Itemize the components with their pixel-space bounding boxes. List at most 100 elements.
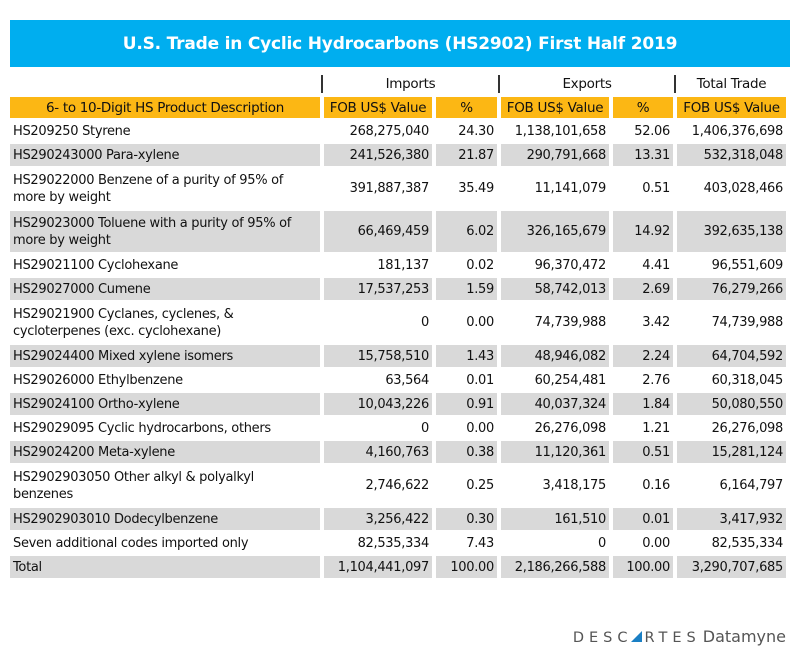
cell-imports-pct: 7.43	[466, 535, 494, 551]
cell-total-value: 392,635,138	[677, 211, 786, 252]
cell-description: HS29026000 Ethylbenzene	[13, 372, 183, 388]
cell-total-value: 15,281,124	[677, 441, 786, 463]
group-total-trade: Total Trade	[674, 73, 786, 95]
cell-exports-value: 11,120,361	[501, 441, 609, 463]
cell-exports-value: 60,254,481	[534, 372, 607, 388]
table-row: HS29021900 Cyclanes, cyclenes, & cyclote…	[10, 302, 786, 343]
cell-total-value: 3,417,932	[677, 508, 786, 530]
table-row: HS29021100 Cyclohexane 181,137 0.02 96,370,…	[10, 254, 786, 276]
table-row: HS2902903010 Dodecylbenzene 3,256,422 0.30…	[10, 508, 786, 530]
trade-table: Imports Exports Total Trade 6- to 10-Dig…	[6, 71, 790, 580]
cell-description: HS29021100 Cyclohexane	[13, 257, 179, 273]
table-row: HS29024400 Mixed xylene isomers 15,758,51…	[10, 345, 786, 367]
cell-exports-pct: 3.42	[642, 315, 670, 330]
cell-imports-value: 1,104,441,097	[324, 556, 432, 578]
cell-description: HS29024100 Ortho-xylene	[10, 393, 320, 415]
table-row: HS29024200 Meta-xylene 4,160,763 0.38 11,12…	[10, 441, 786, 463]
col-exports-value: FOB US$ Value	[501, 97, 609, 118]
cell-imports-value: 3,256,422	[324, 508, 432, 530]
cell-imports-value: 391,887,387	[349, 181, 430, 196]
cell-total-value: 532,318,048	[677, 144, 786, 166]
cell-imports-value: 17,537,253	[324, 278, 432, 300]
column-header-row: 6- to 10-Digit HS Product Description FO…	[10, 97, 786, 118]
cell-exports-value: 26,276,098	[534, 420, 607, 436]
cell-imports-pct: 0.30	[436, 508, 497, 530]
col-imports-value: FOB US$ Value	[324, 97, 432, 118]
cell-exports-pct: 0.16	[642, 478, 670, 493]
group-header-row: Imports Exports Total Trade	[10, 73, 786, 95]
cell-exports-pct: 0.00	[642, 535, 670, 551]
cell-description: HS29021900 Cyclanes, cyclenes, & cyclote…	[13, 306, 234, 339]
cell-imports-value: 66,469,459	[324, 211, 432, 252]
cell-imports-pct: 0.02	[466, 257, 494, 273]
group-imports: Imports	[321, 73, 497, 95]
cell-imports-value: 82,535,334	[357, 535, 430, 551]
group-exports: Exports	[498, 73, 673, 95]
cell-imports-pct: 0.38	[436, 441, 497, 463]
cell-description: Total	[10, 556, 320, 578]
cell-total-value: 1,406,376,698	[691, 123, 784, 139]
cell-description: HS29027000 Cumene	[10, 278, 320, 300]
col-description: 6- to 10-Digit HS Product Description	[10, 97, 320, 118]
table-row: HS29026000 Ethylbenzene 63,564 0.01 60,254,…	[10, 369, 786, 391]
cell-exports-value: 290,791,668	[501, 144, 609, 166]
cell-exports-value: 161,510	[501, 508, 609, 530]
cell-total-value: 82,535,334	[711, 535, 784, 551]
cell-total-value: 403,028,466	[703, 181, 784, 196]
cell-exports-pct: 2.76	[642, 372, 670, 388]
total-row: Total 1,104,441,097 100.00 2,186,266,588 100…	[10, 556, 786, 578]
cell-imports-pct: 35.49	[458, 181, 494, 196]
cell-imports-value: 63,564	[385, 372, 429, 388]
table-row: HS29029095 Cyclic hydrocarbons, others 0 0…	[10, 417, 786, 439]
cell-imports-pct: 100.00	[436, 556, 497, 578]
cell-imports-value: 15,758,510	[324, 345, 432, 367]
cell-exports-pct: 0.51	[642, 181, 670, 196]
cell-imports-pct: 6.02	[436, 211, 497, 252]
table-row: HS209250 Styrene 268,275,040 24.30 1,138,10…	[10, 120, 786, 142]
cell-description: HS209250 Styrene	[13, 123, 131, 139]
logo-triangle-icon	[630, 631, 642, 642]
cell-description: HS290243000 Para-xylene	[10, 144, 320, 166]
descartes-datamyne-logo: DESC RTES Datamyne	[573, 627, 786, 646]
cell-total-value: 64,704,592	[677, 345, 786, 367]
cell-imports-pct: 0.91	[436, 393, 497, 415]
logo-brand-right: RTES	[644, 630, 701, 646]
cell-total-value: 6,164,797	[719, 478, 784, 493]
cell-exports-pct: 14.92	[613, 211, 673, 252]
cell-exports-pct: 4.41	[642, 257, 670, 273]
cell-imports-pct: 24.30	[458, 123, 494, 139]
cell-imports-value: 268,275,040	[349, 123, 430, 139]
cell-exports-value: 11,141,079	[534, 181, 607, 196]
cell-exports-value: 96,370,472	[534, 257, 607, 273]
cell-exports-pct: 52.06	[634, 123, 670, 139]
cell-exports-value: 2,186,266,588	[501, 556, 609, 578]
cell-imports-pct: 0.01	[466, 372, 494, 388]
cell-imports-value: 241,526,380	[324, 144, 432, 166]
cell-total-value: 26,276,098	[711, 420, 784, 436]
group-empty	[10, 73, 320, 95]
cell-description: HS29024200 Meta-xylene	[10, 441, 320, 463]
table-row: HS29022000 Benzene of a purity of 95% of…	[10, 168, 786, 209]
cell-exports-value: 326,165,679	[501, 211, 609, 252]
col-total-value: FOB US$ Value	[677, 97, 786, 118]
table-row: Seven additional codes imported only 82,5…	[10, 532, 786, 554]
cell-total-value: 76,279,266	[677, 278, 786, 300]
cell-exports-pct: 0.01	[613, 508, 673, 530]
cell-imports-value: 181,137	[377, 257, 429, 273]
cell-imports-pct: 1.43	[436, 345, 497, 367]
cell-exports-pct: 1.84	[613, 393, 673, 415]
cell-exports-value: 1,138,101,658	[514, 123, 607, 139]
cell-imports-value: 0	[421, 420, 429, 436]
cell-description: HS29022000 Benzene of a purity of 95% of…	[13, 172, 284, 205]
cell-total-value: 3,290,707,685	[677, 556, 786, 578]
table-row: HS29024100 Ortho-xylene 10,043,226 0.91 40,…	[10, 393, 786, 415]
cell-imports-pct: 21.87	[436, 144, 497, 166]
cell-exports-pct: 13.31	[613, 144, 673, 166]
cell-exports-value: 0	[598, 535, 606, 551]
cell-description: HS2902903050 Other alkyl & polyalkyl ben…	[13, 469, 254, 502]
table-row: HS29023000 Toluene with a purity of 95% …	[10, 211, 786, 252]
table-row: HS29027000 Cumene 17,537,253 1.59 58,742,01…	[10, 278, 786, 300]
cell-exports-value: 74,739,988	[534, 315, 607, 330]
cell-description: Seven additional codes imported only	[13, 535, 249, 551]
cell-exports-value: 48,946,082	[501, 345, 609, 367]
